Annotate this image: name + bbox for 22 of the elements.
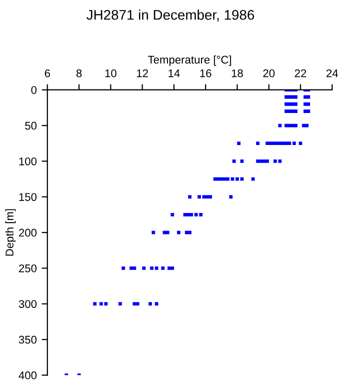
- x-tick-label: 12: [136, 69, 148, 78]
- chart-title: JH2871 in December, 1986: [86, 10, 254, 22]
- y-tick-label: 0: [31, 86, 37, 94]
- x-tick-label: 22: [294, 69, 306, 78]
- y-tick-label: 250: [19, 264, 37, 272]
- x-tick-label: 20: [263, 69, 275, 78]
- y-tick-label: 300: [18, 300, 37, 308]
- y-tick-label: 50: [25, 122, 37, 130]
- y-tick-label: 100: [19, 157, 37, 166]
- y-tick-label: 200: [19, 228, 37, 237]
- x-tick-label: 18: [232, 69, 243, 78]
- y-axis-title: Depth [m]: [5, 209, 16, 256]
- x-tick-label: 10: [105, 69, 116, 78]
- y-tick-label: 150: [19, 193, 37, 201]
- x-tick-label: 6: [44, 69, 50, 78]
- x-tick-label: 24: [326, 69, 338, 78]
- x-tick-label: 14: [168, 69, 180, 78]
- x-tick-label: 16: [200, 69, 212, 78]
- x-axis-title: Temperature [°C]: [148, 55, 232, 66]
- y-tick-label: 400: [18, 371, 37, 380]
- y-tick-label: 350: [18, 336, 37, 344]
- x-tick-label: 8: [76, 69, 82, 78]
